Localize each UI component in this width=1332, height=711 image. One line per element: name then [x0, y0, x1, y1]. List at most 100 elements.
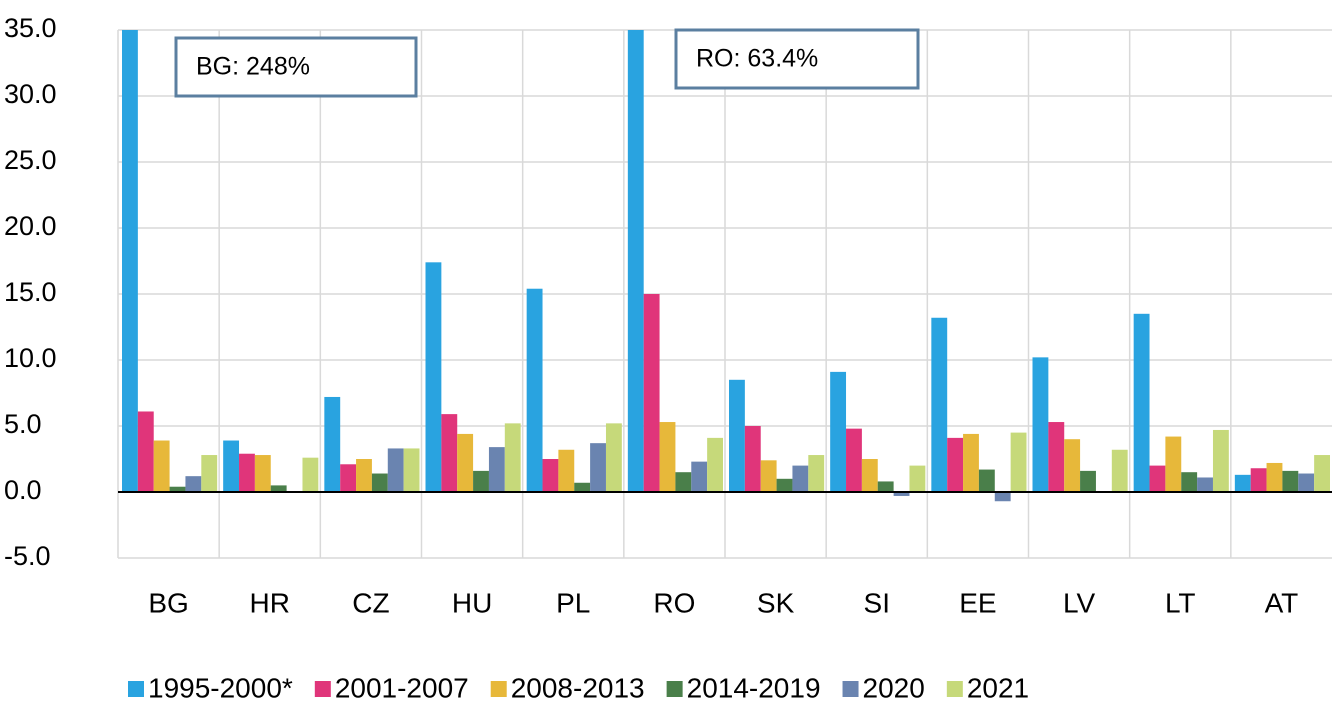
bar: [947, 437, 964, 492]
bar: [1282, 470, 1299, 492]
bar: [153, 440, 170, 492]
bar: [861, 459, 878, 492]
bar: [254, 455, 271, 492]
bar: [994, 492, 1011, 502]
y-tick-label: 0.0: [4, 475, 42, 505]
bar: [1133, 313, 1150, 492]
bar: [605, 423, 622, 492]
bar: [1064, 439, 1081, 492]
bar: [302, 457, 319, 492]
annotation-box: [674, 28, 920, 90]
y-tick-label: 30.0: [4, 79, 57, 109]
y-tick-label: 5.0: [4, 409, 42, 439]
bar: [909, 465, 926, 492]
bar: [978, 469, 995, 492]
bar: [504, 423, 521, 492]
bar: [223, 440, 240, 492]
legend-swatch: [666, 681, 683, 697]
bar: [691, 461, 708, 492]
bar: [643, 294, 660, 492]
legend-label: 2008-2013: [511, 672, 645, 703]
bar: [1250, 468, 1267, 492]
x-tick-label: CZ: [352, 587, 389, 618]
x-tick-label: SK: [757, 587, 795, 618]
x-tick-label: EE: [959, 587, 996, 618]
x-tick-label: RO: [653, 587, 695, 618]
bar: [137, 411, 154, 492]
x-tick-label: PL: [556, 587, 590, 618]
bar: [627, 30, 644, 492]
bar: [425, 262, 442, 492]
bar: [122, 30, 138, 492]
x-tick-label: SI: [864, 587, 890, 618]
x-tick-label: BG: [148, 587, 188, 618]
bar: [1181, 472, 1198, 492]
bar: [744, 426, 761, 492]
x-tick-label: AT: [1265, 587, 1299, 618]
bar: [403, 448, 420, 492]
legend-label: 1995-2000*: [148, 672, 293, 703]
bar: [542, 459, 559, 492]
bar: [441, 414, 458, 492]
bar: [1032, 357, 1049, 492]
y-tick-label: 25.0: [4, 145, 57, 175]
bar: [1111, 449, 1128, 492]
bar: [1165, 436, 1182, 492]
x-tick-label: LV: [1063, 587, 1095, 618]
bar: [270, 485, 287, 492]
bar: [1266, 462, 1283, 492]
bar: [963, 433, 979, 492]
bar: [1149, 465, 1166, 492]
x-tick-label: HR: [250, 587, 290, 618]
bar: [340, 464, 357, 492]
bar: [1048, 422, 1065, 492]
bar: [1197, 477, 1213, 492]
y-tick-label: 20.0: [4, 211, 57, 241]
bar: [877, 481, 894, 492]
bar: [324, 396, 341, 492]
bar: [201, 455, 218, 492]
bar: [356, 459, 372, 492]
legend-swatch: [490, 681, 507, 697]
bar: [457, 433, 474, 492]
foreground: -5.0 0.0 5.0 10.0 15.0 20.0 25.0 30.0 35.0 BG HR CZ…: [4, 13, 1332, 703]
bar: [1298, 473, 1315, 492]
bar: [1212, 429, 1229, 492]
bar: [808, 455, 825, 492]
x-tick-label: LT: [1165, 587, 1196, 618]
y-tick-label: -5.0: [4, 541, 51, 571]
annotation-box: [174, 36, 418, 98]
bar: [387, 448, 404, 492]
legend-swatch: [128, 681, 144, 697]
bar: [792, 465, 809, 492]
bar: [675, 472, 692, 492]
bar: [893, 492, 910, 496]
grid: [117, 29, 1332, 559]
bar: [371, 473, 388, 492]
annotation: BG: 248%: [196, 53, 310, 81]
legend-swatch: [946, 681, 963, 697]
bar: [659, 422, 676, 492]
bar: [931, 317, 948, 492]
bar: [830, 371, 847, 492]
bar: [707, 437, 723, 492]
legend-label: 2001-2007: [335, 672, 469, 703]
bar: [239, 453, 255, 492]
bar: [185, 476, 202, 492]
bar: [473, 470, 489, 492]
bar: [729, 379, 745, 492]
legend-swatch: [842, 681, 859, 697]
bar: [1010, 432, 1027, 492]
bar: [1314, 455, 1330, 492]
bars: [122, 30, 1330, 502]
legend-swatch: [314, 681, 331, 697]
bar: [526, 288, 543, 492]
bar: [1080, 470, 1096, 492]
bar: [1234, 474, 1251, 492]
annotation: RO: 63.4%: [696, 45, 818, 73]
bar: [760, 460, 777, 492]
bar: [590, 443, 606, 492]
bar: [488, 447, 505, 492]
legend-label: 2021: [967, 672, 1029, 703]
